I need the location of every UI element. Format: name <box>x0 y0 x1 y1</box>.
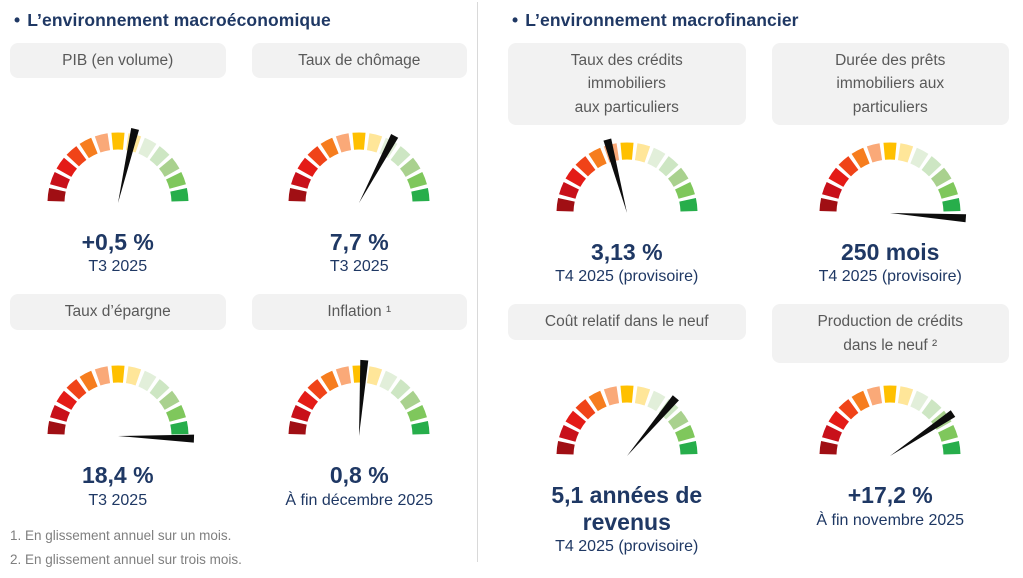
footnote-1: 1. En glissement annuel sur un mois. <box>10 527 232 543</box>
indicator-value-cout-relatif-neuf: 5,1 années de revenus <box>551 482 703 535</box>
chip-zone: Production de crédits dans le neuf ² <box>771 304 1009 370</box>
section-title-text: L’environnement macroéconomique <box>27 10 331 30</box>
indicator-label-taux-credits-immobiliers: Taux des crédits immobiliers aux particu… <box>508 43 746 125</box>
gauge-taux-epargne <box>18 358 218 456</box>
gauge-needle <box>890 410 956 457</box>
cards-grid-macroeconomique: PIB (en volume) +0,5 % T3 2025 Taux de c… <box>10 43 467 510</box>
gauge-needle <box>626 395 679 457</box>
indicator-value-taux-credits-immobiliers: 3,13 % <box>590 239 663 265</box>
section-title-macrofinancier: • L’environnement macrofinancier <box>512 10 1009 31</box>
indicator-label-cout-relatif-neuf: Coût relatif dans le neuf <box>508 304 746 340</box>
indicator-period-production-credits-neuf: À fin novembre 2025 <box>816 511 965 529</box>
bullet-icon: • <box>512 10 519 30</box>
gauge-cout-relatif-neuf <box>527 378 727 476</box>
indicator-value-pib: +0,5 % <box>81 229 154 255</box>
chip-zone: Inflation ¹ <box>251 294 467 332</box>
gauge-taux-chomage <box>259 125 459 223</box>
indicator-card-taux-epargne: Taux d’épargne 18,4 % T3 2025 <box>10 294 226 509</box>
section-macroeconomique: • L’environnement macroéconomique PIB (en… <box>0 0 477 578</box>
footnote-2: 2. En glissement annuel sur trois mois. <box>10 551 242 567</box>
indicator-period-pib: T3 2025 <box>88 258 148 276</box>
indicator-period-taux-epargne: T3 2025 <box>88 491 148 509</box>
gauge-needle <box>117 128 139 203</box>
chip-zone: Coût relatif dans le neuf <box>508 304 746 370</box>
indicator-card-duree-prets: Durée des prêts immobiliers aux particul… <box>771 43 1009 286</box>
gauge-needle <box>890 213 967 223</box>
gauge-needle <box>117 435 194 444</box>
section-divider <box>477 2 478 562</box>
indicator-label-taux-epargne: Taux d’épargne <box>10 294 226 330</box>
chip-zone: PIB (en volume) <box>10 43 226 81</box>
gauge-inflation <box>259 358 459 456</box>
gauge-duree-prets <box>790 135 990 233</box>
gauge-production-credits-neuf <box>790 378 990 476</box>
indicator-card-inflation: Inflation ¹ 0,8 % À fin décembre 2025 <box>251 294 467 509</box>
gauge-needle <box>359 134 399 203</box>
indicator-period-inflation: À fin décembre 2025 <box>285 491 434 509</box>
indicator-label-inflation: Inflation ¹ <box>251 294 467 330</box>
indicator-period-duree-prets: T4 2025 (provisoire) <box>818 268 962 286</box>
footnotes: 1. En glissement annuel sur un mois. 2. … <box>10 524 467 571</box>
indicator-value-inflation: 0,8 % <box>329 462 389 489</box>
indicator-value-duree-prets: 250 mois <box>841 239 940 265</box>
indicator-label-taux-chomage: Taux de chômage <box>251 43 467 79</box>
section-title-text: L’environnement macrofinancier <box>525 10 799 30</box>
indicator-card-production-credits-neuf: Production de crédits dans le neuf ² +17… <box>771 304 1009 556</box>
gauge-needle <box>359 360 369 437</box>
chip-zone: Taux de chômage <box>251 43 467 81</box>
cards-grid-macrofinancier: Taux des crédits immobiliers aux particu… <box>508 43 1009 556</box>
indicator-value-taux-chomage: 7,7 % <box>329 229 389 255</box>
gauge-pib <box>18 125 218 223</box>
section-macrofinancier: • L’environnement macrofinancier Taux des… <box>478 0 1023 578</box>
indicator-period-cout-relatif-neuf: T4 2025 (provisoire) <box>555 538 699 556</box>
chip-zone: Durée des prêts immobiliers aux particul… <box>771 43 1009 131</box>
indicator-period-taux-chomage: T3 2025 <box>329 258 389 276</box>
indicator-card-taux-credits-immobiliers: Taux des crédits immobiliers aux particu… <box>508 43 746 286</box>
indicator-label-pib: PIB (en volume) <box>10 43 226 79</box>
chip-zone: Taux des crédits immobiliers aux particu… <box>508 43 746 131</box>
indicator-value-taux-epargne: 18,4 % <box>81 462 154 489</box>
indicator-card-cout-relatif-neuf: Coût relatif dans le neuf 5,1 années de … <box>508 304 746 556</box>
gauge-taux-credits-immobiliers <box>527 135 727 233</box>
indicator-value-production-credits-neuf: +17,2 % <box>847 482 933 509</box>
indicator-label-duree-prets: Durée des prêts immobiliers aux particul… <box>771 43 1009 125</box>
indicator-label-production-credits-neuf: Production de crédits dans le neuf ² <box>771 304 1009 363</box>
chip-zone: Taux d’épargne <box>10 294 226 332</box>
indicator-card-taux-chomage: Taux de chômage 7,7 % T3 2025 <box>251 43 467 276</box>
bullet-icon: • <box>14 10 21 30</box>
indicator-card-pib: PIB (en volume) +0,5 % T3 2025 <box>10 43 226 276</box>
section-title-macroeconomique: • L’environnement macroéconomique <box>14 10 467 31</box>
gauge-needle <box>603 138 627 213</box>
indicator-period-taux-credits-immobiliers: T4 2025 (provisoire) <box>555 268 699 286</box>
